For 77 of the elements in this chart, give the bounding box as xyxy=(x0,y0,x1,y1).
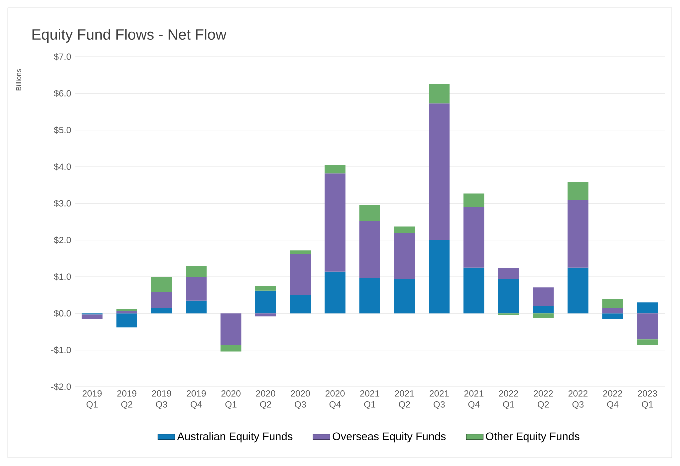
chart-title: Equity Fund Flows - Net Flow xyxy=(32,29,227,43)
x-tick-label: 2021 Q3 xyxy=(430,390,449,410)
bar xyxy=(429,240,450,314)
bar xyxy=(568,182,589,200)
x-tick-label: 2020 Q1 xyxy=(222,390,241,410)
bar xyxy=(324,272,346,314)
x-tick-label: 2019 Q1 xyxy=(82,390,102,410)
bar xyxy=(637,340,658,346)
bar xyxy=(255,314,276,317)
y-tick-label: $5.0 xyxy=(54,126,72,134)
bar xyxy=(186,300,207,314)
x-tick-label: 2022 Q3 xyxy=(568,390,588,410)
legend-label: Australian Equity Funds xyxy=(177,432,293,443)
bar xyxy=(220,314,242,346)
y-tick-label: $6.0 xyxy=(54,90,72,98)
x-tick-label: 2022 Q1 xyxy=(499,390,518,410)
bar xyxy=(290,250,312,254)
bar xyxy=(255,290,276,314)
bar xyxy=(151,277,172,292)
bar xyxy=(394,233,416,280)
bar xyxy=(290,254,312,296)
bar xyxy=(324,165,346,174)
bar xyxy=(324,174,346,272)
bar xyxy=(464,194,485,207)
x-tick-label: 2020 Q3 xyxy=(291,390,310,410)
y-tick-label: $1.0 xyxy=(54,273,72,281)
legend-label: Overseas Equity Funds xyxy=(332,432,446,443)
bar xyxy=(429,104,450,240)
bar xyxy=(186,266,207,277)
bar xyxy=(429,84,450,104)
bar xyxy=(637,314,658,340)
bar xyxy=(464,206,485,268)
bar xyxy=(464,268,485,314)
y-tick-label: -$2.0 xyxy=(51,383,72,391)
x-tick-label: 2020 Q4 xyxy=(326,390,345,410)
y-tick-label: $2.0 xyxy=(54,236,72,244)
legend-label: Other Equity Funds xyxy=(486,432,580,443)
bar xyxy=(151,292,172,309)
bar xyxy=(186,276,207,301)
x-tick-label: 2019 Q3 xyxy=(152,390,172,410)
bar xyxy=(360,221,380,278)
y-tick-label: $4.0 xyxy=(54,163,72,171)
bar xyxy=(360,278,380,314)
x-tick-label: 2022 Q4 xyxy=(603,390,622,410)
y-tick-label: $7.0 xyxy=(54,53,72,61)
bar xyxy=(394,279,416,314)
x-tick-label: 2021 Q4 xyxy=(464,390,484,410)
bar xyxy=(498,280,520,314)
bar xyxy=(360,205,380,222)
bar xyxy=(637,302,658,314)
x-tick-label: 2021 Q1 xyxy=(360,390,380,410)
bar xyxy=(533,314,554,318)
bar xyxy=(290,295,312,314)
bar xyxy=(602,308,624,314)
bar xyxy=(255,286,276,291)
bar xyxy=(220,345,242,352)
x-tick-label: 2019 Q4 xyxy=(186,390,206,410)
bar xyxy=(498,268,520,280)
x-tick-label: 2022 Q2 xyxy=(534,390,554,410)
x-tick-label: 2019 Q2 xyxy=(118,390,137,410)
y-tick-label: -$1.0 xyxy=(51,346,72,354)
bar xyxy=(394,226,416,234)
bar xyxy=(151,308,172,314)
bar xyxy=(568,268,589,314)
y-tick-label: $0.0 xyxy=(54,310,72,318)
bar xyxy=(533,288,554,306)
bar xyxy=(533,306,554,314)
bar xyxy=(82,314,103,320)
bar xyxy=(602,314,624,320)
x-tick-label: 2020 Q2 xyxy=(256,390,276,410)
bar xyxy=(116,311,138,314)
x-tick-label: 2021 Q2 xyxy=(395,390,414,410)
bar xyxy=(568,200,589,268)
x-tick-label: 2023 Q1 xyxy=(638,390,658,410)
bar xyxy=(116,314,138,328)
y-tick-label: $3.0 xyxy=(54,200,72,208)
bar xyxy=(602,298,624,308)
